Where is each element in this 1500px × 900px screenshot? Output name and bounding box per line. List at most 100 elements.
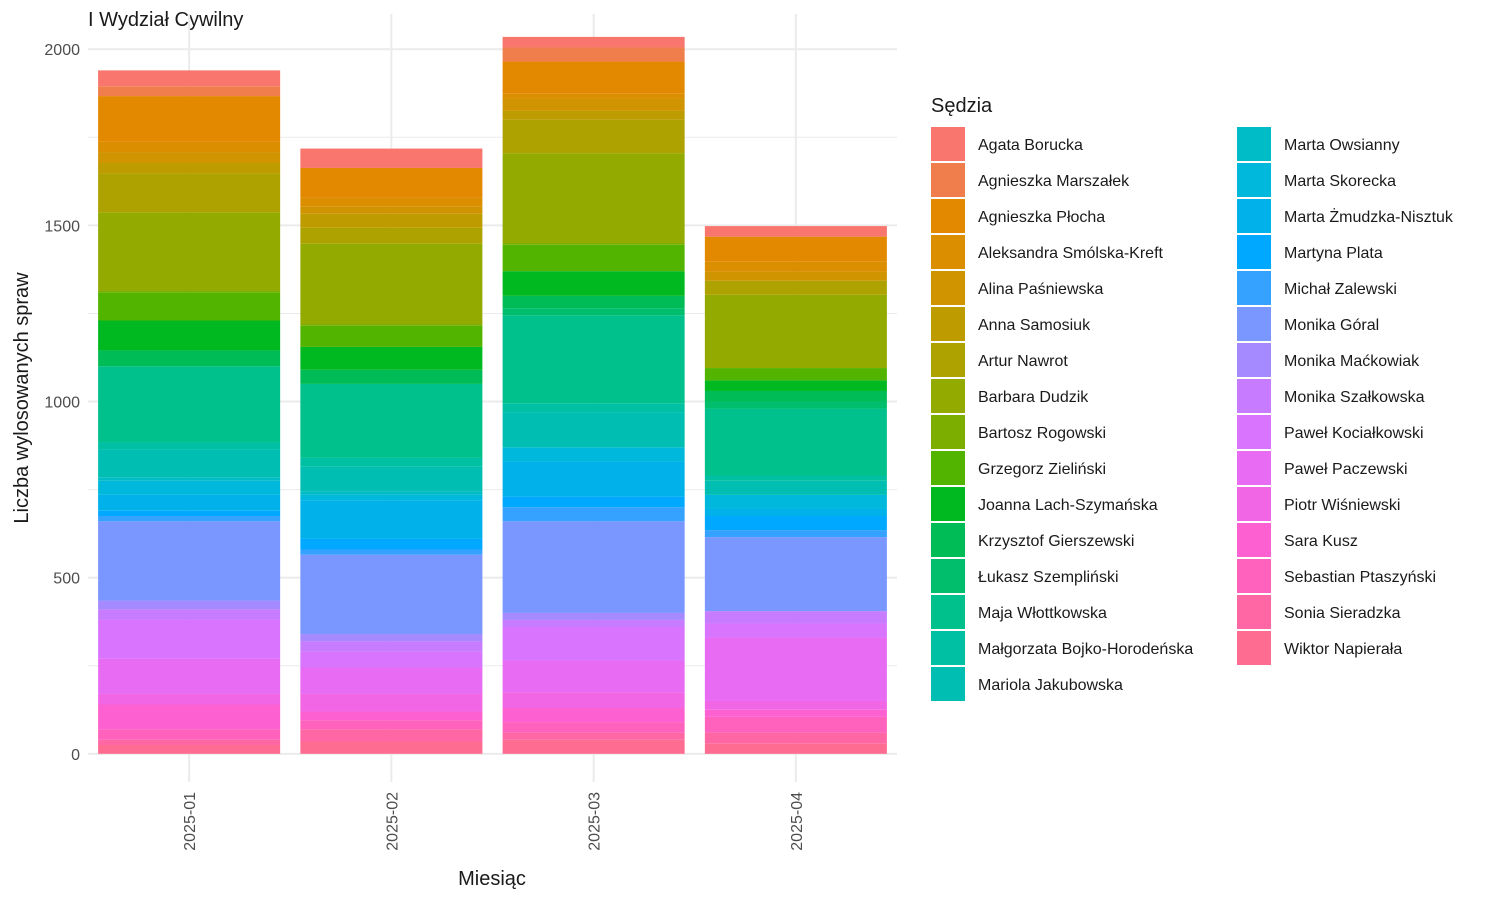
legend-swatch	[1237, 415, 1271, 449]
bar-segment	[300, 741, 483, 754]
x-tick-label: 2025-03	[587, 792, 604, 851]
bar-segment	[502, 98, 685, 111]
bar-segment	[704, 611, 887, 624]
legend-label: Barbara Dudzik	[978, 389, 1089, 406]
legend-label: Sebastian Ptaszyński	[1284, 569, 1436, 586]
bar-segment	[98, 86, 281, 97]
bar-segment	[704, 480, 887, 495]
bar-segment	[98, 449, 281, 478]
legend-label: Marta Skorecka	[1284, 173, 1396, 190]
bar-segment	[98, 729, 281, 740]
bar-segment	[502, 295, 685, 309]
legend-label: Agata Borucka	[978, 137, 1083, 154]
bar-segment	[704, 475, 887, 481]
bar-segment	[502, 244, 685, 272]
bar-segment	[300, 324, 483, 326]
x-axis-title: Miesiąc	[458, 868, 526, 890]
bar-segment	[300, 148, 483, 168]
legend-swatch	[1237, 451, 1271, 485]
legend-label: Krzysztof Gierszewski	[978, 533, 1134, 550]
legend-swatch	[931, 199, 965, 233]
bar-segment	[502, 412, 685, 448]
bar-segment	[704, 709, 887, 717]
bar-segment	[300, 667, 483, 694]
bar-segment	[704, 226, 887, 237]
legend-swatch	[1237, 127, 1271, 161]
bar-segment	[704, 368, 887, 381]
bar-segment	[98, 442, 281, 450]
y-tick-label: 2000	[44, 42, 80, 59]
legend-swatch	[931, 415, 965, 449]
bar-segment	[502, 619, 685, 627]
y-tick-label: 1000	[44, 395, 80, 412]
legend-swatch	[1237, 631, 1271, 665]
bar-segment	[98, 173, 281, 213]
legend-swatch	[1237, 235, 1271, 269]
bar-segment	[98, 477, 281, 481]
bar-segment	[300, 383, 483, 458]
legend-swatch	[931, 235, 965, 269]
legend-swatch	[931, 595, 965, 629]
bar-segment	[98, 320, 281, 351]
bar-segment	[704, 294, 887, 369]
bar-segment	[98, 704, 281, 730]
bar-segment	[98, 516, 281, 522]
bar-segment	[502, 315, 685, 404]
legend-swatch	[931, 631, 965, 665]
legend-swatch	[931, 271, 965, 305]
bar-segment	[300, 538, 483, 550]
legend-label: Agnieszka Płocha	[978, 209, 1105, 226]
bar-segment	[300, 466, 483, 492]
legend-label: Monika Góral	[1284, 317, 1379, 334]
legend-swatch	[1237, 523, 1271, 557]
legend-swatch	[1237, 487, 1271, 521]
bar-segment	[300, 500, 483, 539]
bar-segment	[300, 711, 483, 721]
y-axis-title: Liczba wylosowanych spraw	[11, 272, 33, 524]
legend-label: Grzegorz Zieliński	[978, 461, 1106, 478]
bar-segment	[704, 743, 887, 754]
bar-segment	[704, 261, 887, 272]
bar-segment	[502, 93, 685, 99]
bar-segment	[300, 227, 483, 244]
legend-label: Wiktor Napierała	[1284, 641, 1402, 658]
bar-segment	[300, 651, 483, 668]
legend-swatch	[931, 559, 965, 593]
bar-segment	[98, 366, 281, 443]
bar-segment	[502, 36, 685, 48]
bar-segment	[502, 496, 685, 508]
bar-segment	[300, 346, 483, 370]
legend-swatch	[931, 163, 965, 197]
legend-label: Michał Zalewski	[1284, 281, 1397, 298]
bar-segment	[502, 61, 685, 94]
bar-segment	[502, 110, 685, 120]
legend-label: Marta Żmudzka-Nisztuk	[1284, 207, 1454, 226]
bar-segment	[704, 716, 887, 733]
bar-segment	[502, 626, 685, 661]
bar-segment	[502, 308, 685, 316]
legend-swatch	[931, 127, 965, 161]
bar-segment	[300, 729, 483, 742]
legend-swatch	[931, 487, 965, 521]
bar-segment	[98, 739, 281, 746]
bar-segment	[98, 480, 281, 495]
bar-segment	[704, 508, 887, 517]
bar-segment	[300, 554, 483, 635]
bar-segment	[98, 510, 281, 517]
legend-label: Joanna Lach-Szymańska	[978, 497, 1158, 514]
bar-segment	[98, 70, 281, 87]
legend-label: Monika Szałkowska	[1284, 389, 1425, 406]
bar-segment	[704, 408, 887, 476]
bar-segment	[704, 271, 887, 281]
legend-label: Alina Paśniewska	[978, 281, 1104, 298]
bar-segment	[98, 152, 281, 164]
bar-segment	[502, 521, 685, 613]
bar-segment	[98, 290, 281, 293]
x-tick-label: 2025-04	[789, 792, 806, 851]
legend-swatch	[931, 307, 965, 341]
bar-segment	[502, 660, 685, 693]
legend-label: Paweł Kociałkowski	[1284, 425, 1424, 442]
legend-swatch	[1237, 595, 1271, 629]
legend-swatch	[931, 523, 965, 557]
